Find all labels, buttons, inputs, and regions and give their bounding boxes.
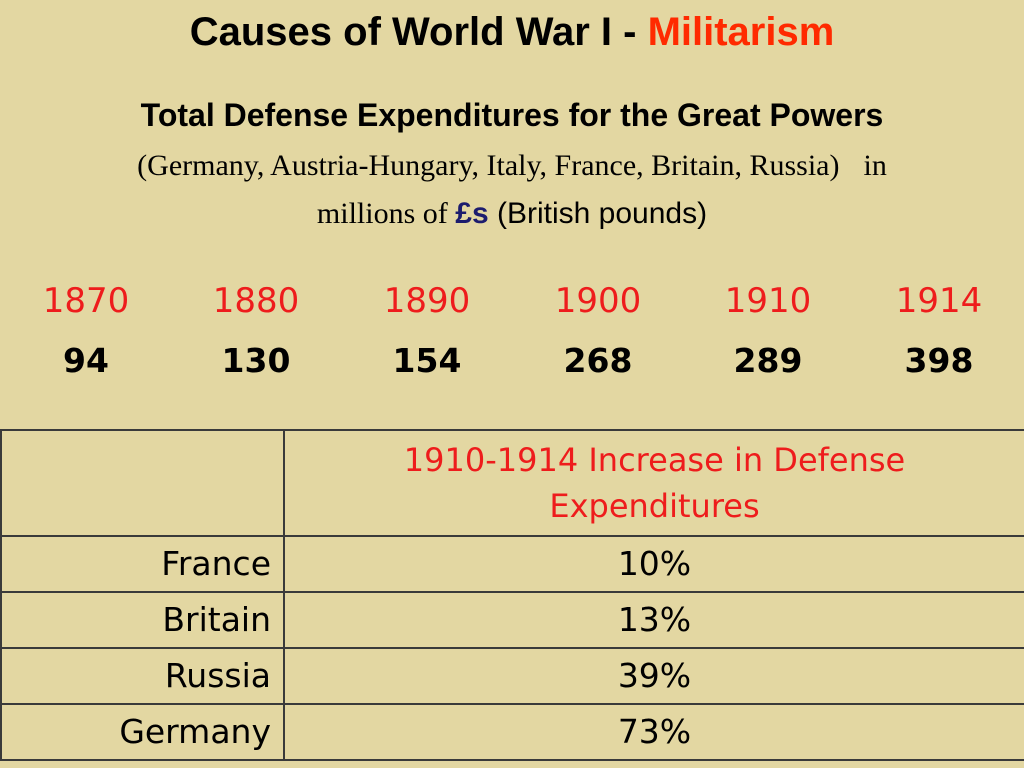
pound-symbol: £s: [455, 197, 489, 230]
year-cell: 1890: [383, 281, 471, 321]
value-cell: 289: [733, 341, 803, 380]
note-millions: millions of: [316, 197, 456, 230]
title-main: Causes of World War I -: [189, 10, 648, 54]
increase-cell: 10%: [283, 535, 1024, 593]
value-cell: 130: [221, 341, 291, 380]
increase-cell: 13%: [283, 591, 1024, 649]
slide-title: Causes of World War I - Militarism: [0, 6, 1024, 58]
country-cell: France: [0, 535, 285, 593]
table-header-row: 1910-1914 Increase in Defense Expenditur…: [0, 429, 1024, 537]
table-row: Britain 13%: [0, 591, 1024, 649]
value-cell: 268: [563, 341, 633, 380]
year-cell: 1880: [212, 281, 300, 321]
note-countries: (Germany, Austria-Hungary, Italy, France…: [137, 149, 840, 182]
note-pounds: (British pounds): [488, 197, 708, 230]
value-cell: 94: [63, 341, 109, 380]
table-header-cell: 1910-1914 Increase in Defense Expenditur…: [283, 429, 1024, 537]
year-cell: 1914: [895, 281, 983, 321]
year-cell: 1900: [554, 281, 642, 321]
country-cell: Russia: [0, 647, 285, 705]
year-cell: 1870: [42, 281, 130, 321]
value-cell: 398: [904, 341, 974, 380]
country-cell: Britain: [0, 591, 285, 649]
country-cell: Germany: [0, 703, 285, 761]
title-accent: Militarism: [647, 10, 835, 54]
table-row: Russia 39%: [0, 647, 1024, 705]
table-row: France 10%: [0, 535, 1024, 593]
note-in: in: [863, 149, 887, 182]
table-row: Germany 73%: [0, 703, 1024, 761]
table-corner-cell: [0, 429, 285, 537]
years-row: 1870 1880 1890 1900 1910 1914: [0, 278, 1024, 328]
value-cell: 154: [392, 341, 462, 380]
subtitle-note: (Germany, Austria-Hungary, Italy, France…: [0, 142, 1024, 238]
increase-table: 1910-1914 Increase in Defense Expenditur…: [0, 429, 1024, 761]
values-row: 94 130 154 268 289 398: [0, 338, 1024, 388]
year-cell: 1910: [724, 281, 812, 321]
increase-cell: 73%: [283, 703, 1024, 761]
slide-subtitle: Total Defense Expenditures for the Great…: [140, 97, 884, 133]
increase-cell: 39%: [283, 647, 1024, 705]
